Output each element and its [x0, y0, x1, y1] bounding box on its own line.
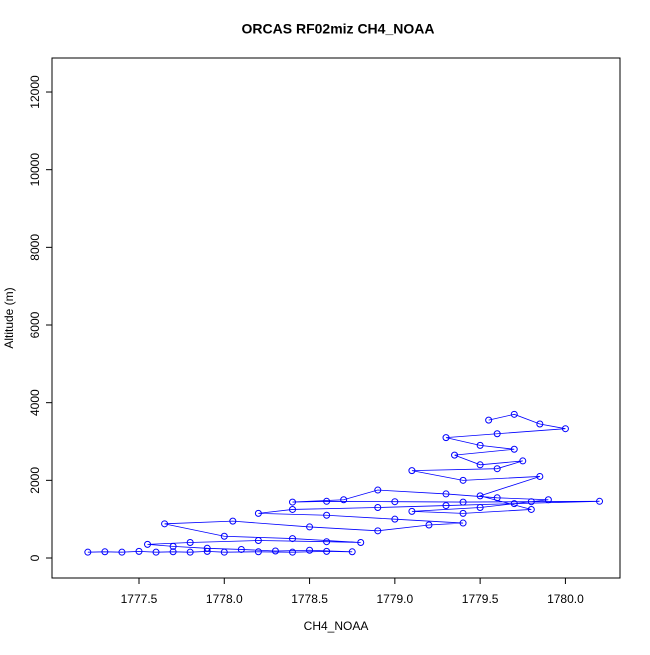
- data-point: [323, 511, 331, 519]
- data-point: [306, 523, 314, 531]
- data-point: [186, 548, 194, 556]
- data-point: [306, 546, 314, 554]
- data-point: [169, 542, 177, 550]
- data-point: [476, 504, 484, 512]
- data-point: [596, 497, 604, 505]
- data-point: [118, 548, 126, 556]
- x-tick-label: 1779.0: [376, 592, 413, 606]
- data-point: [519, 457, 527, 465]
- data-point: [493, 494, 501, 502]
- data-point: [476, 441, 484, 449]
- data-point: [323, 547, 331, 555]
- data-point: [536, 420, 544, 428]
- data-point: [561, 425, 569, 433]
- chart-title: ORCAS RF02miz CH4_NOAA: [242, 21, 435, 37]
- data-point: [459, 519, 467, 527]
- data-point: [237, 545, 245, 553]
- data-point: [220, 532, 228, 540]
- data-point: [510, 410, 518, 418]
- data-point: [229, 517, 237, 525]
- data-point: [391, 515, 399, 523]
- data-point: [348, 548, 356, 556]
- data-point: [186, 538, 194, 546]
- data-point: [510, 500, 518, 508]
- data-point: [485, 416, 493, 424]
- data-point: [527, 505, 535, 513]
- data-point: [323, 538, 331, 546]
- data-point: [289, 498, 297, 506]
- data-point: [493, 465, 501, 473]
- data-point: [408, 467, 416, 475]
- x-tick-label: 1778.0: [206, 592, 243, 606]
- data-point: [493, 430, 501, 438]
- data-point: [442, 434, 450, 442]
- x-tick-label: 1778.5: [291, 592, 328, 606]
- y-tick-label: 2000: [28, 467, 42, 494]
- data-point: [289, 548, 297, 556]
- data-point: [544, 496, 552, 504]
- y-tick-label: 4000: [28, 389, 42, 416]
- series-line: [87, 413, 600, 553]
- data-point: [169, 548, 177, 556]
- data-point: [527, 498, 535, 506]
- data-point: [442, 490, 450, 498]
- data-point: [323, 497, 331, 505]
- data-point: [459, 476, 467, 484]
- y-axis-label: Altitude (m): [2, 287, 16, 348]
- x-tick-label: 1777.5: [121, 592, 158, 606]
- data-point: [289, 505, 297, 513]
- data-point: [536, 472, 544, 480]
- data-point: [84, 548, 92, 556]
- data-point: [476, 492, 484, 500]
- data-point: [152, 548, 160, 556]
- y-tick-label: 12000: [28, 75, 42, 109]
- data-point: [203, 544, 211, 552]
- x-tick-label: 1780.0: [547, 592, 584, 606]
- data-point: [442, 502, 450, 510]
- data-point: [254, 548, 262, 556]
- data-point: [144, 540, 152, 548]
- data-point: [101, 548, 109, 556]
- data-point: [289, 535, 297, 543]
- data-point: [161, 520, 169, 528]
- data-point: [203, 547, 211, 555]
- data-point: [271, 547, 279, 555]
- data-point: [425, 521, 433, 529]
- data-point: [451, 451, 459, 459]
- x-axis-label: CH4_NOAA: [304, 619, 369, 633]
- plot-frame: [51, 57, 621, 579]
- data-point: [510, 445, 518, 453]
- y-tick-label: 8000: [28, 234, 42, 261]
- data-point: [254, 509, 262, 517]
- y-tick-label: 6000: [28, 311, 42, 338]
- data-point: [135, 547, 143, 555]
- data-point: [408, 507, 416, 515]
- data-point: [374, 527, 382, 535]
- data-point: [220, 548, 228, 556]
- y-tick-label: 10000: [28, 153, 42, 187]
- data-point: [254, 537, 262, 545]
- x-tick-label: 1779.5: [462, 592, 499, 606]
- data-point: [391, 498, 399, 506]
- data-point: [357, 538, 365, 546]
- data-point: [459, 509, 467, 517]
- y-tick-label: 0: [28, 554, 42, 561]
- data-point: [476, 461, 484, 469]
- data-point: [459, 498, 467, 506]
- data-point: [374, 504, 382, 512]
- data-point: [340, 496, 348, 504]
- data-point: [374, 486, 382, 494]
